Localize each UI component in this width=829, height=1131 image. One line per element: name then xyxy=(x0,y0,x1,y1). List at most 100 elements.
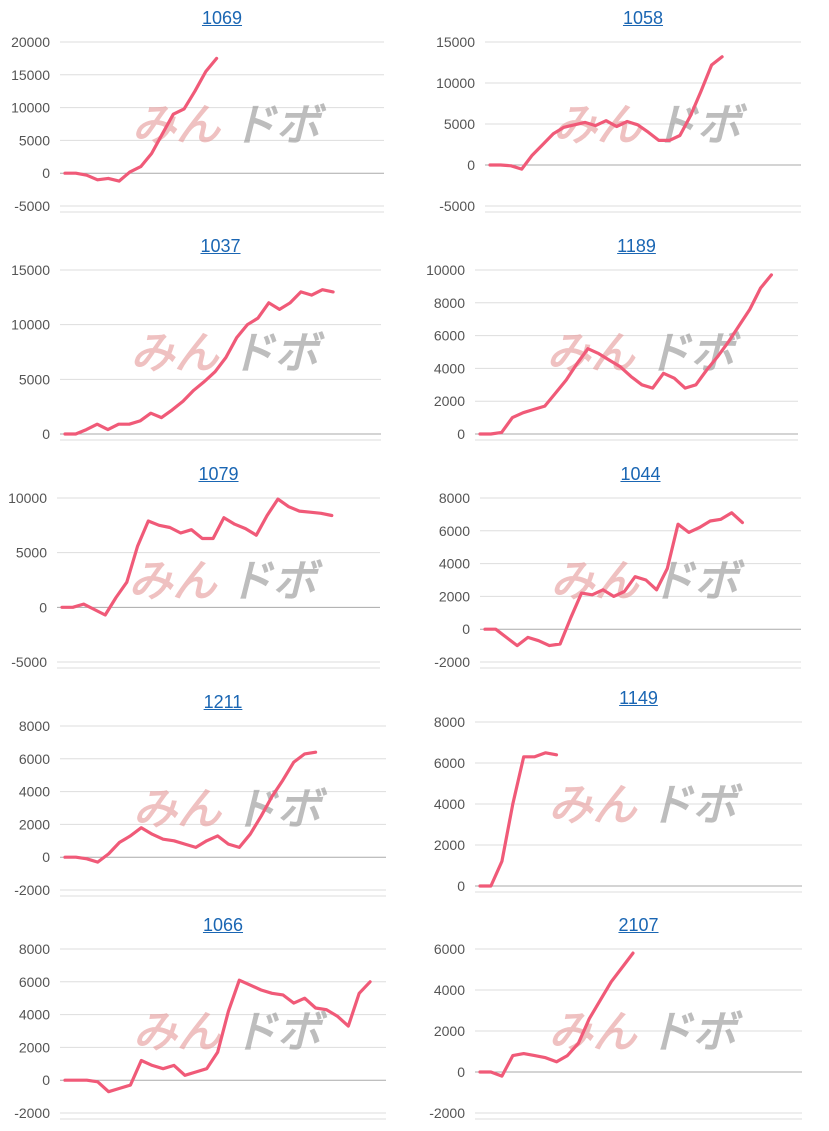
watermark-logo-text: ドボ xyxy=(233,1007,328,1058)
line-chart: -2000 0 2000 4000 6000 みん ドボ xyxy=(429,941,802,1121)
y-tick-label: 0 xyxy=(42,165,50,181)
y-tick-label: 15000 xyxy=(11,67,50,83)
data-series-line xyxy=(63,288,335,436)
chart-panel: 1037 0 5000 10000 15000 みん ドボ xyxy=(0,234,400,452)
y-tick-label: 20000 xyxy=(11,34,50,50)
chart-title-link[interactable]: 1211 xyxy=(203,692,243,712)
line-chart: 0 5000 10000 15000 みん ドボ xyxy=(11,262,381,442)
data-series-line xyxy=(478,951,635,1078)
line-chart: 0 2000 4000 6000 8000 10000 みん ドボ xyxy=(426,262,798,442)
chart-title-link[interactable]: 1189 xyxy=(617,236,656,256)
watermark-logo-text: みん xyxy=(129,556,219,607)
y-tick-label: 6000 xyxy=(434,755,465,771)
y-tick-label: 10000 xyxy=(11,317,50,333)
y-tick-label: 4000 xyxy=(439,556,470,572)
line-chart: -2000 0 2000 4000 6000 8000 みん ドボ xyxy=(434,490,801,670)
y-tick-label: 10000 xyxy=(8,490,47,506)
y-tick-label: 8000 xyxy=(439,490,470,506)
y-tick-label: 2000 xyxy=(434,837,465,853)
data-series-line xyxy=(483,511,744,648)
data-series-line xyxy=(478,751,559,888)
y-tick-label: -5000 xyxy=(14,198,50,214)
watermark-logo-text: ドボ xyxy=(653,100,748,151)
watermark-logo-text: みん xyxy=(133,784,223,835)
y-tick-label: -2000 xyxy=(14,1105,50,1121)
watermark-logo-text: ドボ xyxy=(229,556,324,607)
y-tick-label: 8000 xyxy=(19,941,50,957)
y-tick-label: 8000 xyxy=(19,718,50,734)
watermark-logo-text: ドボ xyxy=(647,328,742,379)
y-tick-label: -2000 xyxy=(14,882,50,898)
chart-title-link[interactable]: 2107 xyxy=(618,915,659,935)
chart-title-link[interactable]: 1069 xyxy=(201,8,243,28)
y-tick-label: 6000 xyxy=(439,523,470,539)
y-tick-label: 0 xyxy=(457,1064,465,1080)
y-tick-label: 5000 xyxy=(19,132,50,148)
watermark-logo-text: ドボ xyxy=(231,328,326,379)
chart-title-link[interactable]: 1149 xyxy=(619,688,658,708)
y-tick-label: 0 xyxy=(42,1072,50,1088)
y-tick-label: 15000 xyxy=(436,34,475,50)
y-tick-label: 2000 xyxy=(19,816,50,832)
watermark-logo-text: ドボ xyxy=(233,784,328,835)
watermark-logo-text: みん xyxy=(551,556,641,607)
watermark-logo-text: ドボ xyxy=(232,100,327,151)
y-tick-label: 10000 xyxy=(436,75,475,91)
watermark-logo-text: みん xyxy=(549,1007,639,1058)
chart-title-link[interactable]: 1066 xyxy=(202,915,244,935)
y-tick-label: 8000 xyxy=(434,295,465,311)
y-tick-label: 0 xyxy=(457,878,465,894)
y-tick-label: 2000 xyxy=(19,1039,50,1055)
data-series-line xyxy=(60,497,334,617)
y-tick-label: 5000 xyxy=(444,116,475,132)
y-tick-label: 2000 xyxy=(439,588,470,604)
y-tick-label: 2000 xyxy=(434,393,465,409)
watermark-logo-text: みん xyxy=(547,328,637,379)
watermark-logo-text: ドボ xyxy=(651,556,746,607)
y-tick-label: 5000 xyxy=(16,545,47,561)
chart-panel: 1058 -5000 0 5000 10000 15000 みん ドボ xyxy=(415,6,815,224)
y-tick-label: 4000 xyxy=(434,796,465,812)
chart-title-link[interactable]: 1058 xyxy=(622,8,664,28)
y-tick-label: -2000 xyxy=(434,654,470,670)
line-chart: -5000 0 5000 10000 みん ドボ xyxy=(8,490,380,670)
y-tick-label: 0 xyxy=(457,426,465,442)
watermark-logo-text: みん xyxy=(133,1007,223,1058)
y-tick-label: 4000 xyxy=(434,360,465,376)
chart-title-link[interactable]: 1044 xyxy=(620,464,661,484)
chart-panel: 1211 -2000 0 2000 4000 6000 8000 みん ドボ xyxy=(0,690,400,908)
chart-panel: 1066 -2000 0 2000 4000 6000 8000 みん ドボ xyxy=(0,913,400,1131)
y-tick-label: 10000 xyxy=(426,262,465,278)
y-tick-label: 0 xyxy=(42,849,50,865)
y-tick-label: -5000 xyxy=(439,198,475,214)
watermark-logo-text: みん xyxy=(132,100,222,151)
y-tick-label: 2000 xyxy=(434,1023,465,1039)
line-chart: 0 2000 4000 6000 8000 みん ドボ xyxy=(434,714,802,894)
y-tick-label: 4000 xyxy=(434,982,465,998)
y-tick-label: 4000 xyxy=(19,1007,50,1023)
chart-panel: 1044 -2000 0 2000 4000 6000 8000 みん ドボ xyxy=(415,462,815,680)
y-tick-label: 0 xyxy=(462,621,470,637)
y-tick-label: 8000 xyxy=(434,714,465,730)
watermark-logo-text: ドボ xyxy=(649,1007,744,1058)
y-tick-label: 6000 xyxy=(434,328,465,344)
data-series-line xyxy=(63,56,219,183)
y-tick-label: 6000 xyxy=(434,941,465,957)
y-tick-label: -5000 xyxy=(11,654,47,670)
chart-panel: 2107 -2000 0 2000 4000 6000 みん ドボ xyxy=(415,913,815,1131)
chart-title-link[interactable]: 1079 xyxy=(198,464,239,484)
data-series-line xyxy=(63,750,318,864)
chart-panel: 1149 0 2000 4000 6000 8000 みん ドボ xyxy=(415,686,815,904)
data-series-line xyxy=(478,273,773,436)
data-series-line xyxy=(63,978,372,1094)
watermark-logo-text: みん xyxy=(131,328,221,379)
chart-title-link[interactable]: 1037 xyxy=(200,236,241,256)
y-tick-label: 0 xyxy=(467,157,475,173)
line-chart: -2000 0 2000 4000 6000 8000 みん ドボ xyxy=(14,718,386,898)
line-chart: -2000 0 2000 4000 6000 8000 みん ドボ xyxy=(14,941,386,1121)
y-tick-label: 0 xyxy=(39,599,47,615)
watermark-logo-text: みん xyxy=(549,780,639,831)
y-tick-label: -2000 xyxy=(429,1105,465,1121)
